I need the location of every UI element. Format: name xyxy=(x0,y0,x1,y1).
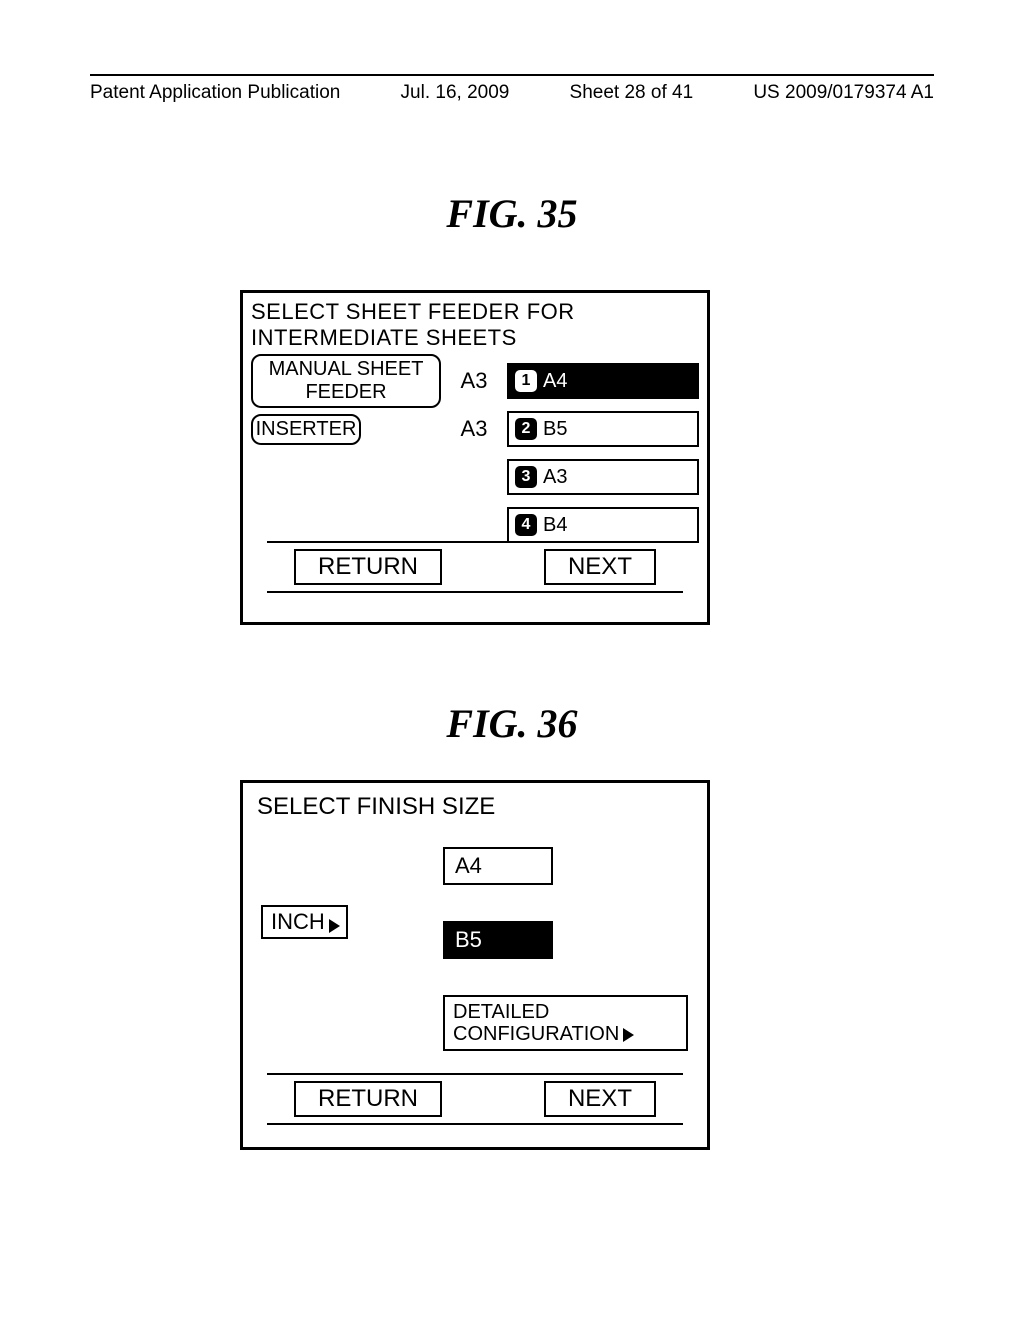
tray-number-badge: 3 xyxy=(515,466,537,488)
tray-size-label: A4 xyxy=(543,370,567,393)
detailed-line1: DETAILED xyxy=(453,1001,678,1023)
detailed-line2: CONFIGURATION xyxy=(453,1023,619,1045)
page-header: Patent Application Publication Jul. 16, … xyxy=(90,82,934,104)
panel-body: INCH A4 B5 DETAILED CONFIGURATION xyxy=(243,825,707,1055)
panel-title: SELECT FINISH SIZE xyxy=(243,783,707,825)
figure-35-label: FIG. 35 xyxy=(0,190,1024,237)
nav-row: RETURN NEXT xyxy=(243,545,707,589)
tray-1-button[interactable]: 1 A4 xyxy=(507,363,699,399)
sheet-feeder-panel: SELECT SHEET FEEDER FOR INTERMEDIATE SHE… xyxy=(240,290,710,625)
manual-feeder-size: A3 xyxy=(441,368,507,394)
return-button[interactable]: RETURN xyxy=(294,549,442,585)
publication-date: Jul. 16, 2009 xyxy=(401,82,510,104)
tray-number-badge: 1 xyxy=(515,370,537,392)
feeder-row-inserter: INSERTER A3 2 B5 xyxy=(243,407,707,451)
application-number: US 2009/0179374 A1 xyxy=(753,82,934,104)
nav-row: RETURN NEXT xyxy=(243,1077,707,1121)
finish-size-panel: SELECT FINISH SIZE INCH A4 B5 DETAILED C… xyxy=(240,780,710,1150)
publication-label: Patent Application Publication xyxy=(90,82,340,104)
next-button[interactable]: NEXT xyxy=(544,549,656,585)
nav-divider-bottom xyxy=(267,591,683,593)
chevron-right-icon xyxy=(329,919,340,933)
size-b5-button[interactable]: B5 xyxy=(443,921,553,959)
tray-2-button[interactable]: 2 B5 xyxy=(507,411,699,447)
panel-title: SELECT SHEET FEEDER FOR INTERMEDIATE SHE… xyxy=(243,293,707,355)
inch-label: INCH xyxy=(271,909,325,935)
chevron-right-icon xyxy=(623,1028,634,1042)
header-rule xyxy=(90,74,934,76)
tray-3-button[interactable]: 3 A3 xyxy=(507,459,699,495)
tray-size-label: B5 xyxy=(543,418,567,441)
sheet-number: Sheet 28 of 41 xyxy=(570,82,694,104)
next-button[interactable]: NEXT xyxy=(544,1081,656,1117)
manual-sheet-feeder-button[interactable]: MANUAL SHEET FEEDER xyxy=(251,354,441,408)
nav-divider xyxy=(267,1073,683,1075)
nav-divider-bottom xyxy=(267,1123,683,1125)
figure-36-label: FIG. 36 xyxy=(0,700,1024,747)
inserter-size: A3 xyxy=(441,416,507,442)
tray-number-badge: 2 xyxy=(515,418,537,440)
tray-size-label: B4 xyxy=(543,514,567,537)
return-button[interactable]: RETURN xyxy=(294,1081,442,1117)
nav-divider xyxy=(267,541,683,543)
inserter-button[interactable]: INSERTER xyxy=(251,414,361,445)
size-a4-button[interactable]: A4 xyxy=(443,847,553,885)
detailed-configuration-button[interactable]: DETAILED CONFIGURATION xyxy=(443,995,688,1051)
feeder-row-manual: MANUAL SHEET FEEDER A3 1 A4 xyxy=(243,359,707,403)
tray-size-label: A3 xyxy=(543,466,567,489)
tray-number-badge: 4 xyxy=(515,514,537,536)
feeder-row-3: 3 A3 xyxy=(243,455,707,499)
tray-4-button[interactable]: 4 B4 xyxy=(507,507,699,543)
inch-button[interactable]: INCH xyxy=(261,905,348,939)
